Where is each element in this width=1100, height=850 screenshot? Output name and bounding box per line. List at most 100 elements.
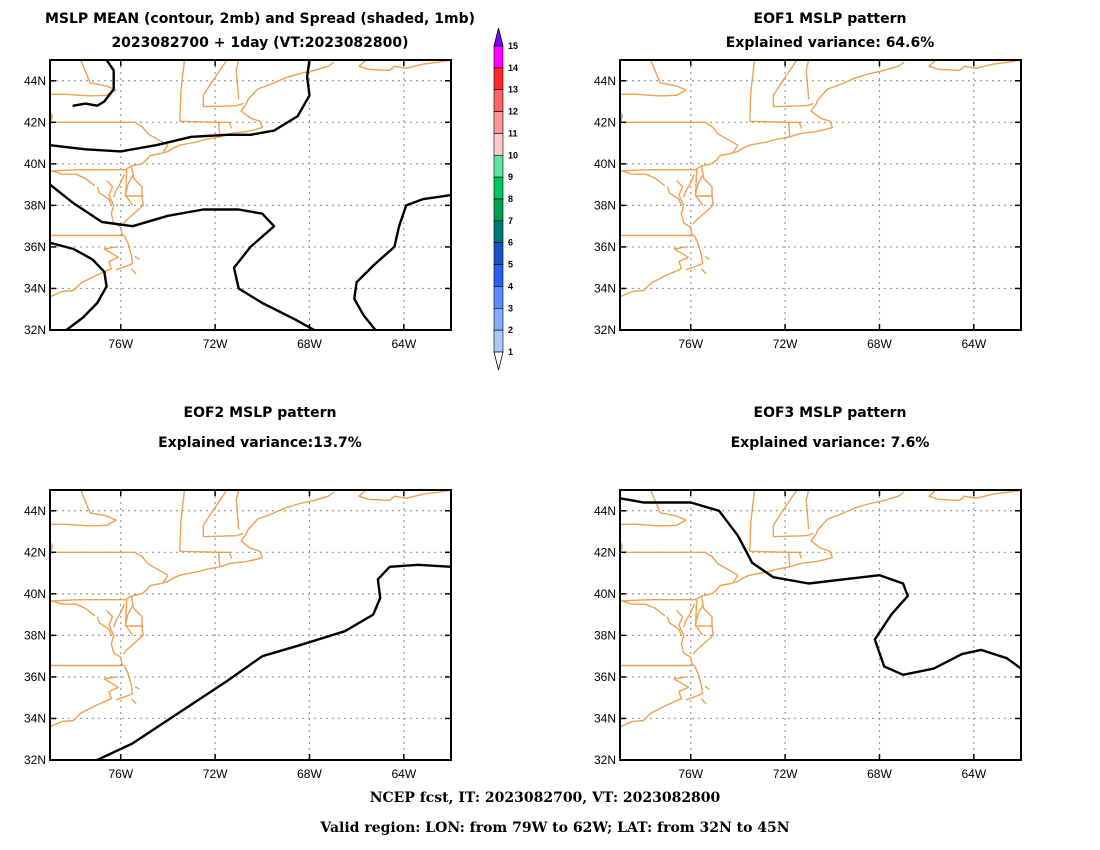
coastline bbox=[805, 60, 810, 100]
coastline bbox=[694, 169, 714, 197]
colorbar-label: 12 bbox=[508, 107, 518, 117]
lat-tick-label: 42N bbox=[24, 545, 46, 559]
lat-tick-label: 34N bbox=[24, 711, 46, 725]
coastline bbox=[50, 61, 335, 172]
colorbar-label: 15 bbox=[508, 41, 518, 51]
lat-tick-label: 32N bbox=[594, 323, 616, 337]
lon-tick-label: 68W bbox=[297, 337, 322, 351]
coastline bbox=[620, 676, 690, 728]
lon-tick-label: 64W bbox=[961, 337, 986, 351]
colorbar-label: 3 bbox=[508, 303, 513, 313]
coastline bbox=[96, 186, 112, 206]
coastline bbox=[50, 490, 117, 527]
contour-line bbox=[620, 497, 1021, 676]
lat-tick-label: 36N bbox=[594, 670, 616, 684]
map-frame bbox=[619, 489, 1022, 761]
lat-tick-label: 40N bbox=[594, 157, 616, 171]
coastline bbox=[666, 186, 682, 206]
lat-tick-label: 42N bbox=[24, 115, 46, 129]
coastline bbox=[772, 60, 798, 107]
coastline bbox=[676, 180, 694, 237]
lat-tick-label: 34N bbox=[24, 281, 46, 295]
coastline-layer bbox=[50, 490, 451, 728]
coastline bbox=[694, 599, 714, 627]
lon-tick-label: 76W bbox=[678, 337, 703, 351]
eof1-map: 76W 72W 68W 64W 32N 34N 36N 38N 40N 42N 44N bbox=[594, 59, 1022, 351]
colorbar-swatch bbox=[493, 198, 504, 222]
lon-tick-label: 72W bbox=[773, 767, 798, 781]
coastline bbox=[620, 121, 739, 146]
lat-tick-label: 38N bbox=[594, 198, 616, 212]
lon-tick-label: 64W bbox=[391, 767, 416, 781]
colorbar-label: 10 bbox=[508, 150, 518, 160]
panel1-title-line1: MSLP MEAN (contour, 2mb) and Spread (sha… bbox=[45, 11, 475, 27]
coastline bbox=[202, 60, 228, 107]
coastline bbox=[235, 60, 240, 100]
lat-tick-label: 32N bbox=[24, 323, 46, 337]
colorbar-swatch bbox=[493, 286, 504, 309]
lon-tick-label: 72W bbox=[203, 337, 228, 351]
coastline bbox=[732, 574, 739, 583]
colorbar-swatch bbox=[493, 154, 504, 178]
coastline bbox=[50, 491, 335, 602]
coastline bbox=[218, 552, 221, 567]
colorbar-label: 11 bbox=[508, 128, 518, 138]
coastline bbox=[113, 173, 125, 198]
coastline bbox=[694, 174, 704, 206]
colorbar-label: 9 bbox=[508, 172, 513, 182]
colorbar-swatch bbox=[493, 242, 504, 265]
panel4-title-line2: Explained variance: 7.6% bbox=[731, 435, 930, 451]
coastline bbox=[694, 604, 704, 636]
lat-tick-label: 42N bbox=[594, 115, 616, 129]
coastline bbox=[773, 532, 814, 538]
coastline bbox=[179, 490, 186, 552]
coastline bbox=[50, 599, 96, 617]
coastline bbox=[124, 599, 144, 627]
coastline bbox=[162, 144, 169, 153]
coastline bbox=[773, 102, 814, 108]
coastline bbox=[749, 60, 756, 122]
coastline bbox=[700, 698, 707, 705]
coastline bbox=[683, 603, 695, 628]
colorbar-top-arrow bbox=[493, 27, 504, 47]
coastline bbox=[106, 180, 124, 237]
coastline bbox=[115, 235, 134, 271]
colorbar-label: 5 bbox=[508, 260, 513, 270]
coastline bbox=[203, 102, 244, 108]
coastline bbox=[162, 574, 169, 583]
coastline bbox=[700, 268, 707, 275]
coastline bbox=[685, 665, 704, 701]
coastline bbox=[692, 595, 714, 655]
coastline bbox=[772, 490, 798, 537]
lon-tick-label: 68W bbox=[867, 767, 892, 781]
lat-tick-label: 36N bbox=[594, 240, 616, 254]
coastline bbox=[928, 60, 1021, 72]
coastline bbox=[704, 255, 710, 260]
coastline bbox=[788, 552, 791, 567]
coastline bbox=[50, 551, 169, 576]
coastline bbox=[620, 61, 905, 172]
coastline bbox=[106, 610, 124, 667]
lat-tick-label: 36N bbox=[24, 240, 46, 254]
lon-tick-label: 76W bbox=[108, 337, 133, 351]
lat-tick-label: 36N bbox=[24, 670, 46, 684]
coastline bbox=[124, 169, 144, 197]
lat-tick-label: 40N bbox=[24, 587, 46, 601]
lon-tick-label: 76W bbox=[108, 767, 133, 781]
coastline bbox=[685, 235, 704, 271]
coastline bbox=[805, 490, 810, 530]
coastline bbox=[620, 60, 687, 97]
lon-tick-label: 64W bbox=[961, 767, 986, 781]
coastline bbox=[749, 490, 756, 552]
lon-tick-label: 72W bbox=[203, 767, 228, 781]
coastline bbox=[96, 616, 112, 636]
panel4-title-line1: EOF3 MSLP pattern bbox=[754, 405, 907, 421]
coastline bbox=[620, 169, 666, 187]
panel3-title-line2: Explained variance:13.7% bbox=[158, 435, 362, 451]
lon-tick-label: 68W bbox=[297, 767, 322, 781]
colorbar-swatch bbox=[493, 45, 504, 69]
coastline bbox=[122, 165, 144, 225]
lat-tick-label: 32N bbox=[594, 753, 616, 767]
